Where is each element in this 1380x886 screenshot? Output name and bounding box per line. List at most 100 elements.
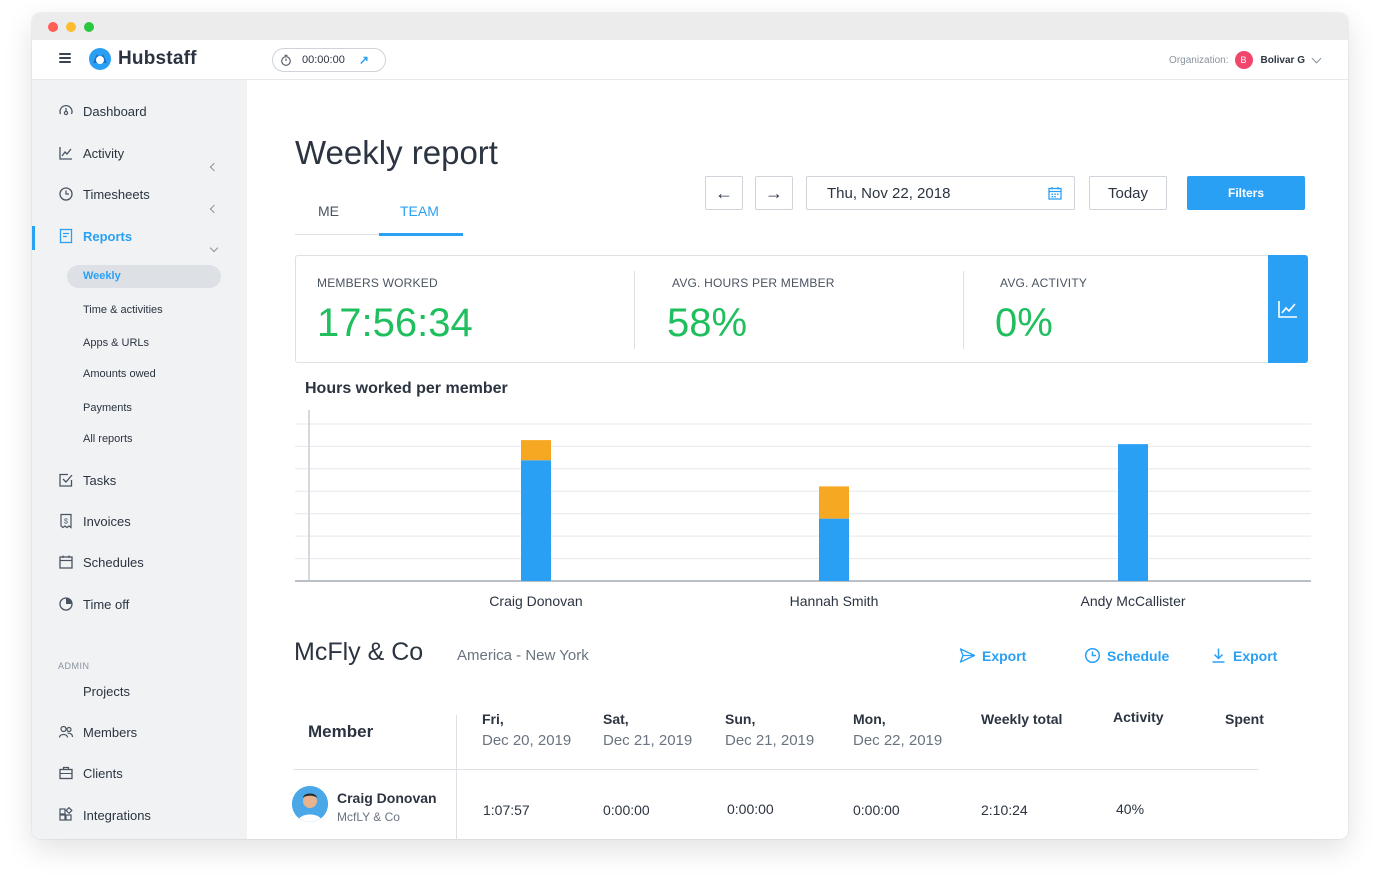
cell-fri: 1:07:57 xyxy=(483,802,530,818)
cell-sun: 0:00:00 xyxy=(727,801,774,817)
logo[interactable]: Hubstaff xyxy=(88,47,197,71)
sidebar-sub-all-reports[interactable]: All reports xyxy=(83,433,133,445)
chart-category-label: Andy McCallister xyxy=(1080,593,1186,609)
tab-team[interactable]: TEAM xyxy=(400,203,439,219)
sidebar-item-clients[interactable]: Clients xyxy=(58,765,123,781)
sidebar-sub-payments[interactable]: Payments xyxy=(83,402,132,414)
action-label: Export xyxy=(982,647,1027,664)
page-title: Weekly report xyxy=(295,134,498,171)
filters-button[interactable]: Filters xyxy=(1187,176,1305,210)
download-export-button[interactable]: Export xyxy=(1210,647,1277,664)
sidebar-item-invoices[interactable]: $ Invoices xyxy=(58,513,131,529)
column-header-weekly-total[interactable]: Weekly total xyxy=(981,711,1063,727)
maximize-window-button[interactable] xyxy=(84,22,94,32)
sidebar-sub-weekly[interactable]: Weekly xyxy=(83,270,121,282)
sidebar-item-schedules[interactable]: Schedules xyxy=(58,554,144,570)
invoice-icon: $ xyxy=(60,513,72,529)
hubstaff-logo-icon xyxy=(89,48,111,70)
stat-avg-activity: AVG. ACTIVITY 0% xyxy=(995,276,1088,346)
sidebar-item-label: Dashboard xyxy=(83,103,147,119)
close-window-button[interactable] xyxy=(48,22,58,32)
send-icon xyxy=(959,648,976,663)
person-avatar-icon xyxy=(292,786,328,822)
chevron-left-icon[interactable] xyxy=(209,204,219,214)
header-date: Dec 22, 2019 xyxy=(853,732,943,749)
tab-me[interactable]: ME xyxy=(318,203,339,219)
active-tab-underline xyxy=(379,233,463,236)
stat-divider xyxy=(634,271,635,349)
sidebar-item-time-off[interactable]: Time off xyxy=(58,596,129,612)
briefcase-icon xyxy=(59,766,73,780)
app-name: Hubstaff xyxy=(118,48,197,69)
sidebar-item-label: Integrations xyxy=(83,807,151,823)
header-row-divider xyxy=(294,769,1258,770)
team-timezone: America - New York xyxy=(457,647,589,664)
stat-avg-hours: AVG. HOURS PER MEMBER 58% xyxy=(667,276,835,346)
members-icon xyxy=(58,725,74,738)
stat-label: AVG. ACTIVITY xyxy=(1000,276,1088,290)
cell-mon: 0:00:00 xyxy=(853,802,900,818)
action-label: Schedule xyxy=(1107,647,1170,664)
calendar-icon[interactable] xyxy=(1048,186,1062,200)
sidebar-sub-time-activities[interactable]: Time & activities xyxy=(83,304,163,316)
sidebar-item-label: Invoices xyxy=(83,513,131,529)
download-icon xyxy=(1212,648,1225,663)
sidebar-item-timesheets[interactable]: Timesheets xyxy=(58,186,150,202)
toggle-chart-button[interactable] xyxy=(1268,255,1308,363)
date-picker[interactable]: Thu, Nov 22, 2018 xyxy=(806,176,1075,210)
hours-bar-chart xyxy=(295,410,1311,582)
sidebar-item-label: Activity xyxy=(83,145,125,161)
main-content: Weekly report ME TEAM ← → Thu, Nov 22, 2… xyxy=(247,80,1348,839)
organization-selector[interactable]: Organization: B Bolivar G xyxy=(1169,51,1322,69)
sidebar-item-members[interactable]: Members xyxy=(58,724,137,740)
sidebar-item-label: Time off xyxy=(83,596,130,612)
column-header-member[interactable]: Member xyxy=(308,722,374,741)
sidebar-item-reports[interactable]: Reports xyxy=(58,228,132,244)
clock-icon xyxy=(1084,647,1101,664)
report-icon xyxy=(59,228,73,244)
sidebar-sub-apps-urls[interactable]: Apps & URLs xyxy=(83,337,150,349)
integrations-icon xyxy=(59,807,73,821)
date-value: Thu, Nov 22, 2018 xyxy=(827,184,951,202)
member-name[interactable]: Craig Donovan xyxy=(337,790,437,806)
sidebar-item-dashboard[interactable]: Dashboard xyxy=(58,103,147,119)
next-week-button[interactable]: → xyxy=(755,176,793,210)
bar-idle-0 xyxy=(521,440,551,461)
bar-worked-0 xyxy=(521,460,551,581)
sidebar-item-integrations[interactable]: Integrations xyxy=(58,807,151,823)
chart-category-label: Craig Donovan xyxy=(489,593,583,609)
sidebar-item-label: Schedules xyxy=(83,554,144,570)
today-button[interactable]: Today xyxy=(1089,176,1167,210)
column-header-fri[interactable]: Fri, Dec 20, 2019 xyxy=(482,709,571,751)
top-bar: Hubstaff 00:00:00 ↗ Organization: B Boli… xyxy=(32,40,1348,80)
cell-weekly-total: 2:10:24 xyxy=(981,802,1028,818)
member-org: McfLY & Co xyxy=(337,810,400,824)
sidebar-item-tasks[interactable]: Tasks xyxy=(58,472,116,488)
sidebar: Dashboard Activity Timesheets Reports We… xyxy=(32,80,247,839)
checkbox-icon xyxy=(59,473,73,487)
previous-week-button[interactable]: ← xyxy=(705,176,743,210)
clock-icon xyxy=(59,187,73,201)
column-header-spent[interactable]: Spent xyxy=(1225,711,1264,727)
column-header-mon[interactable]: Mon, Dec 22, 2019 xyxy=(853,709,942,751)
timer-widget[interactable]: 00:00:00 ↗ xyxy=(272,48,386,72)
sidebar-item-projects[interactable]: Projects xyxy=(83,684,130,699)
open-timer-icon[interactable]: ↗ xyxy=(358,53,369,67)
sidebar-item-activity[interactable]: Activity xyxy=(58,145,222,161)
column-header-activity[interactable]: Activity xyxy=(1113,709,1164,725)
header-day: Fri, xyxy=(482,711,504,727)
schedule-button[interactable]: Schedule xyxy=(1084,647,1169,664)
bar-idle-1 xyxy=(819,486,849,519)
column-header-sun[interactable]: Sun, Dec 21, 2019 xyxy=(725,709,814,751)
stat-divider xyxy=(963,271,964,349)
sidebar-item-label: Clients xyxy=(83,765,123,781)
column-header-sat[interactable]: Sat, Dec 21, 2019 xyxy=(603,709,692,751)
app-window: Hubstaff 00:00:00 ↗ Organization: B Boli… xyxy=(32,13,1348,839)
sidebar-sub-amounts-owed[interactable]: Amounts owed xyxy=(83,368,156,380)
chevron-down-icon[interactable] xyxy=(209,243,219,253)
minimize-window-button[interactable] xyxy=(66,22,76,32)
header-date: Dec 21, 2019 xyxy=(603,732,693,749)
chevron-left-icon[interactable] xyxy=(209,162,219,172)
export-button[interactable]: Export xyxy=(959,647,1026,664)
menu-icon[interactable] xyxy=(59,53,71,63)
